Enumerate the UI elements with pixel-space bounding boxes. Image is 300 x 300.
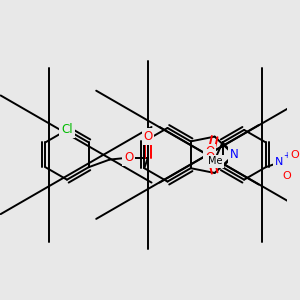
Text: O: O xyxy=(205,146,214,158)
Text: Me: Me xyxy=(208,157,222,166)
Text: +: + xyxy=(284,151,290,160)
Text: O: O xyxy=(282,171,291,181)
Text: Cl: Cl xyxy=(61,123,73,136)
Text: O: O xyxy=(205,151,214,164)
Text: N: N xyxy=(275,158,283,167)
Text: N: N xyxy=(230,148,238,161)
Text: O: O xyxy=(290,150,299,160)
Text: O: O xyxy=(143,130,152,143)
Text: O: O xyxy=(124,151,134,164)
